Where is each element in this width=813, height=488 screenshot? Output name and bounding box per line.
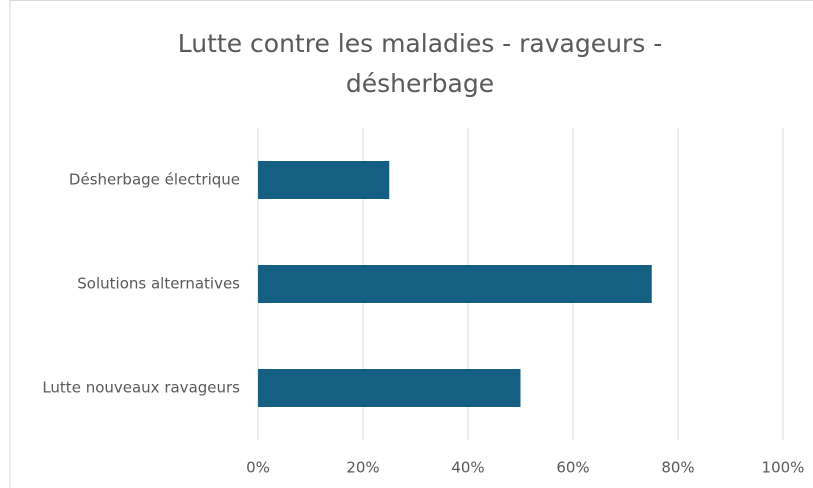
x-tick-label: 20% bbox=[346, 459, 379, 477]
y-tick-label: Lutte nouveaux ravageurs bbox=[42, 379, 240, 397]
chart-title: Lutte contre les maladies - ravageurs - … bbox=[177, 29, 663, 98]
bar bbox=[258, 161, 390, 199]
y-tick-label: Désherbage électrique bbox=[69, 171, 240, 189]
bar bbox=[258, 369, 521, 407]
y-tick-label: Solutions alternatives bbox=[77, 275, 240, 293]
x-tick-label: 60% bbox=[556, 459, 589, 477]
x-tick-label: 40% bbox=[451, 459, 484, 477]
bar bbox=[258, 265, 652, 303]
x-tick-label: 80% bbox=[661, 459, 694, 477]
x-tick-label: 0% bbox=[246, 459, 270, 477]
x-tick-label: 100% bbox=[762, 459, 805, 477]
